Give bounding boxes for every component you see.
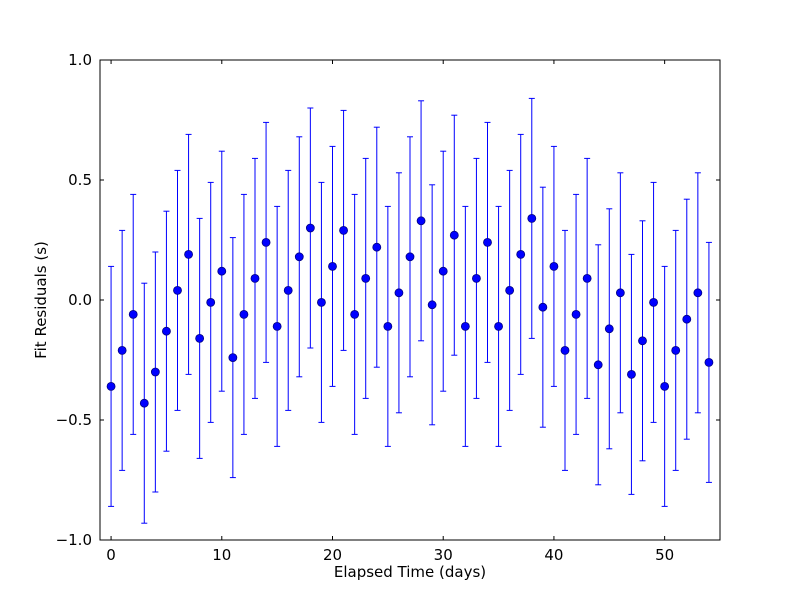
data-point <box>494 321 503 331</box>
data-point <box>660 381 670 391</box>
data-point <box>693 288 703 298</box>
data-point <box>405 252 415 262</box>
data-point <box>117 345 127 355</box>
data-point <box>438 266 448 276</box>
data-point <box>272 321 282 331</box>
data-point <box>294 252 304 262</box>
data-point <box>139 398 149 408</box>
y-tick-label: 0.5 <box>68 171 92 189</box>
x-tick-label: 30 <box>434 546 453 564</box>
y-axis-label: Fit Residuals (s) <box>32 241 50 359</box>
data-point <box>460 321 470 331</box>
data-point <box>305 223 315 233</box>
data-point <box>615 288 625 298</box>
data-point <box>195 333 205 343</box>
x-tick-label: 50 <box>655 546 674 564</box>
x-tick-label: 40 <box>544 546 563 564</box>
data-point <box>638 336 647 346</box>
data-point <box>217 266 227 276</box>
data-point <box>505 285 515 295</box>
data-point <box>339 225 348 235</box>
y-tick-label: −0.5 <box>56 411 92 429</box>
data-point <box>150 367 160 377</box>
data-point <box>582 273 592 283</box>
data-point <box>394 288 404 298</box>
data-point <box>538 302 548 312</box>
data-point <box>283 285 293 295</box>
data-point <box>516 249 526 259</box>
data-point <box>383 321 393 331</box>
data-point <box>671 345 681 355</box>
data-point <box>472 273 481 283</box>
data-point <box>228 353 238 363</box>
y-axis-ticks: −1.0 −0.5 0.0 0.5 1.0 <box>56 51 720 549</box>
data-point <box>328 261 337 271</box>
data-point <box>483 237 492 247</box>
data-point <box>604 324 614 334</box>
x-tick-label: 20 <box>323 546 342 564</box>
data-point <box>184 249 193 259</box>
data-point <box>239 309 249 319</box>
data-point <box>173 285 182 295</box>
data-point <box>206 297 216 307</box>
x-axis-label: Elapsed Time (days) <box>334 563 486 581</box>
data-point <box>571 309 581 319</box>
data-point <box>350 309 360 319</box>
x-tick-label: 0 <box>106 546 116 564</box>
data-point <box>427 300 437 310</box>
data-point <box>128 309 138 319</box>
data-point <box>682 314 692 324</box>
data-point <box>704 357 714 367</box>
data-point <box>361 273 371 283</box>
data-point <box>449 230 459 240</box>
y-tick-label: −1.0 <box>56 531 92 549</box>
data-point <box>593 360 603 370</box>
data-point <box>106 381 116 391</box>
data-point <box>649 297 658 307</box>
x-tick-label: 10 <box>212 546 231 564</box>
data-point <box>261 237 271 247</box>
data-point <box>549 261 559 271</box>
y-tick-label: 0.0 <box>68 291 92 309</box>
data-point <box>527 213 537 223</box>
data-point <box>317 297 326 307</box>
data-point <box>372 242 382 252</box>
data-point <box>560 345 570 355</box>
data-point <box>250 273 260 283</box>
y-tick-label: 1.0 <box>68 51 92 69</box>
data-marks <box>106 97 714 524</box>
x-axis-ticks: 0 10 20 30 40 50 <box>106 60 674 564</box>
data-point <box>162 326 171 336</box>
data-point <box>416 216 426 226</box>
data-point <box>627 369 636 379</box>
